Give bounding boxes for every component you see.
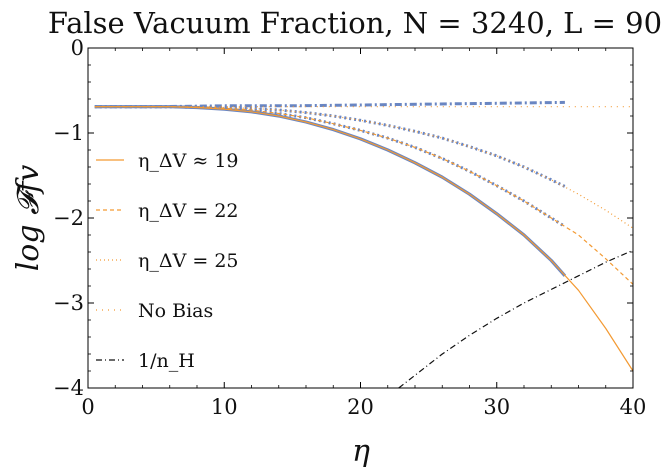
plot-series (94, 100, 634, 389)
series-line-9 (94, 100, 565, 109)
legend-label: η_ΔV ≈ 19 (138, 150, 239, 172)
tick-labels: 0 10 20 30 40 0 −1 −2 −3 −4 (53, 36, 646, 419)
x-tick-label: 10 (211, 395, 238, 419)
y-tick-label: −4 (53, 376, 84, 400)
y-tick-label: 0 (71, 36, 84, 60)
series-line-8 (94, 105, 566, 188)
x-tick-label: 40 (620, 395, 647, 419)
legend-label: 1/n_H (138, 350, 195, 372)
legend-label: No Bias (138, 300, 213, 322)
chart-title: False Vacuum Fraction, N = 3240, L = 90 (48, 6, 662, 40)
legend-label: η_ΔV = 25 (138, 250, 239, 272)
legend-label: η_ΔV = 22 (138, 200, 239, 222)
series-line-1 (94, 106, 634, 372)
series-line-2 (94, 106, 634, 285)
y-axis-label: log 𝓕fv (11, 165, 46, 272)
y-tick-label: −3 (53, 291, 84, 315)
x-axis-label: η (352, 434, 370, 467)
x-tick-label: 20 (347, 395, 374, 419)
series-line-3 (94, 106, 634, 229)
legend: η_ΔV ≈ 19 η_ΔV = 22 η_ΔV = 25 No Bias 1/n_H (96, 150, 239, 372)
y-tick-label: −2 (53, 206, 84, 230)
x-tick-label: 30 (483, 395, 510, 419)
series-line-5 (398, 249, 634, 389)
x-tick-label: 0 (81, 395, 94, 419)
y-tick-label: −1 (53, 121, 84, 145)
ticks (87, 47, 634, 389)
